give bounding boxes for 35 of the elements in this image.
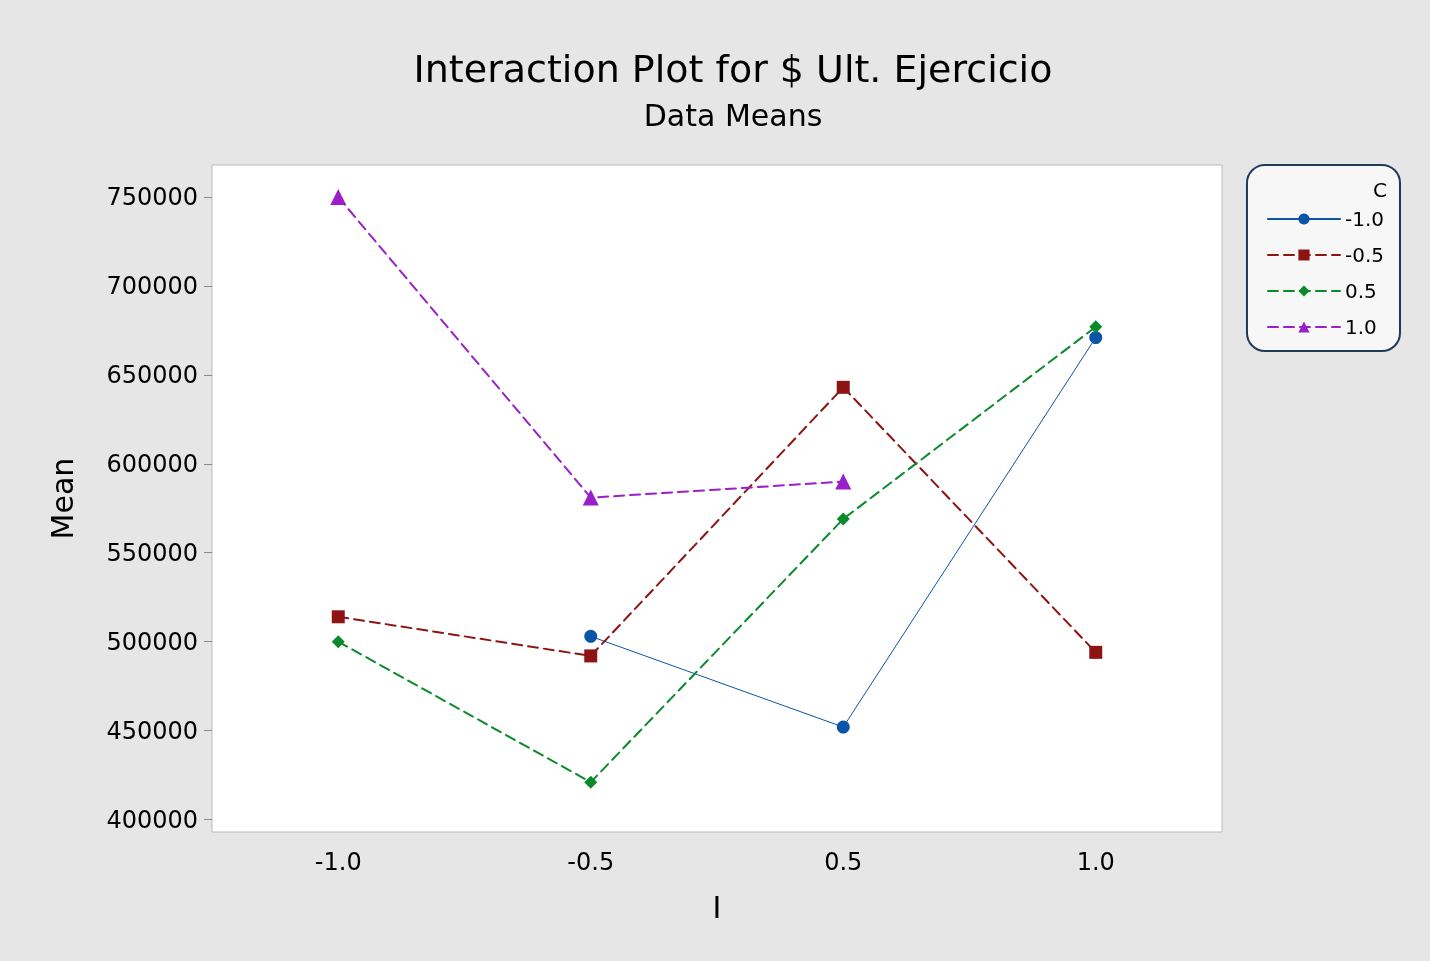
y-tick-label: 600000 — [106, 449, 198, 478]
y-axis-title: Mean — [44, 457, 80, 540]
point — [835, 473, 852, 490]
y-tick-label: 400000 — [106, 805, 198, 834]
point — [582, 489, 599, 506]
x-tick-label: -0.5 — [567, 848, 615, 876]
point — [1089, 320, 1103, 334]
x-tick-label: 0.5 — [824, 848, 863, 876]
y-tick-label: 550000 — [106, 538, 198, 567]
y-tick-label: 450000 — [106, 716, 198, 745]
chart-subtitle: Data Means — [643, 97, 823, 133]
legend-label: 0.5 — [1344, 279, 1377, 303]
x-tick-label: 1.0 — [1076, 848, 1115, 876]
y-tick-label: 700000 — [106, 271, 198, 300]
chart-title: Interaction Plot for $ Ult. Ejercicio — [413, 47, 1053, 91]
legend-label: -0.5 — [1344, 243, 1385, 267]
point — [836, 720, 850, 734]
legend-label: -1.0 — [1344, 207, 1385, 231]
y-tick-label: 750000 — [106, 183, 198, 212]
point — [331, 610, 345, 624]
point — [330, 189, 347, 206]
legend-label: 1.0 — [1344, 315, 1377, 339]
point — [836, 380, 850, 394]
x-axis-title: I — [712, 889, 722, 925]
point — [1089, 331, 1103, 345]
point — [331, 635, 345, 649]
point — [836, 512, 850, 526]
legend-title: C — [1373, 178, 1387, 202]
x-tick-label: -1.0 — [314, 848, 362, 876]
point — [584, 775, 598, 789]
point — [584, 649, 598, 663]
point — [1089, 645, 1103, 659]
point — [584, 629, 598, 643]
y-tick-label: 500000 — [106, 627, 198, 656]
y-tick-label: 650000 — [106, 360, 198, 389]
